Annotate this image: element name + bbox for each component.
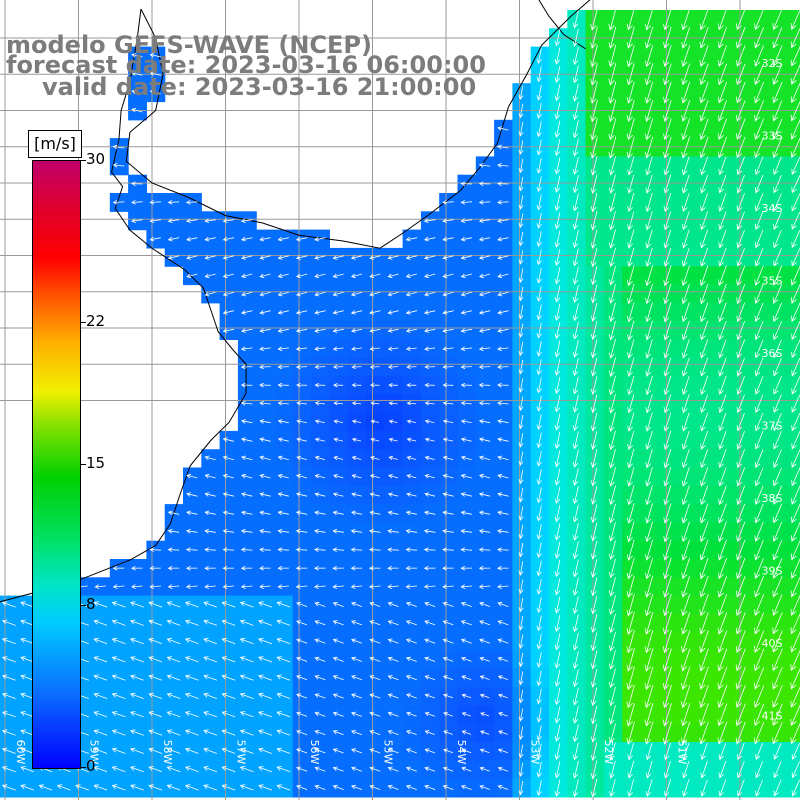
wind-cell <box>787 614 800 633</box>
colorbar-tick-mark <box>80 767 86 768</box>
colorbar-tick-label: 22 <box>86 314 105 329</box>
wind-cell <box>787 211 800 230</box>
wind-cell <box>787 83 800 102</box>
latitude-label: 33S <box>762 130 783 143</box>
colorbar-tick-mark <box>80 160 86 161</box>
colorbar <box>32 160 81 769</box>
wind-cell <box>787 632 800 651</box>
longitude-label: 52W <box>602 740 615 765</box>
latitude-label: 34S <box>762 202 783 215</box>
wind-cell <box>787 413 800 432</box>
colorbar-tick-mark <box>80 464 86 465</box>
latitude-label: 39S <box>762 565 783 578</box>
wind-cell <box>787 394 800 413</box>
wind-cell <box>787 175 800 194</box>
longitude-label: 54W <box>455 740 468 765</box>
wind-cell <box>787 705 800 724</box>
colorbar-tick-label: 30 <box>86 152 105 167</box>
wind-cell <box>787 449 800 468</box>
longitude-label: 51W <box>676 740 689 765</box>
longitude-label: 56W <box>308 740 321 765</box>
colorbar-tick-mark <box>80 605 86 606</box>
colorbar-unit: [m/s] <box>28 130 82 158</box>
wind-cell <box>787 339 800 358</box>
longitude-label: 58W <box>161 740 174 765</box>
wind-cell <box>787 651 800 670</box>
wind-cell <box>787 504 800 523</box>
wind-cell <box>787 431 800 450</box>
latitude-label: 37S <box>762 420 783 433</box>
latitude-label: 41S <box>762 710 783 723</box>
wind-cell <box>787 376 800 395</box>
wind-cell <box>787 596 800 615</box>
wind-cell <box>787 669 800 688</box>
wind-cell <box>787 156 800 175</box>
wind-cell <box>787 468 800 487</box>
wind-cell <box>787 120 800 139</box>
colorbar-tick-label: 0 <box>86 759 96 774</box>
wind-cell <box>787 47 800 66</box>
latitude-label: 40S <box>762 637 783 650</box>
map-title-valid-date: valid date: 2023-03-16 21:00:00 <box>42 75 476 99</box>
wind-cell <box>787 486 800 505</box>
wind-cell <box>787 138 800 157</box>
latitude-label: 36S <box>762 347 783 360</box>
wind-cell <box>787 10 800 29</box>
latitude-label: 32S <box>762 57 783 70</box>
latitude-label: 38S <box>762 492 783 505</box>
longitude-label: 55W <box>382 740 395 765</box>
colorbar-tick-label: 8 <box>86 597 96 612</box>
wind-cell <box>787 230 800 249</box>
longitude-label: 57W <box>235 740 248 765</box>
latitude-label: 35S <box>762 275 783 288</box>
wind-cell <box>787 248 800 267</box>
longitude-label: 53W <box>529 740 542 765</box>
wind-cell <box>787 687 800 706</box>
colorbar-tick-mark <box>80 322 86 323</box>
longitude-label: 60W <box>14 740 27 765</box>
wind-cell <box>787 193 800 212</box>
wind-cell <box>787 266 800 285</box>
colorbar-tick-label: 15 <box>86 456 105 471</box>
